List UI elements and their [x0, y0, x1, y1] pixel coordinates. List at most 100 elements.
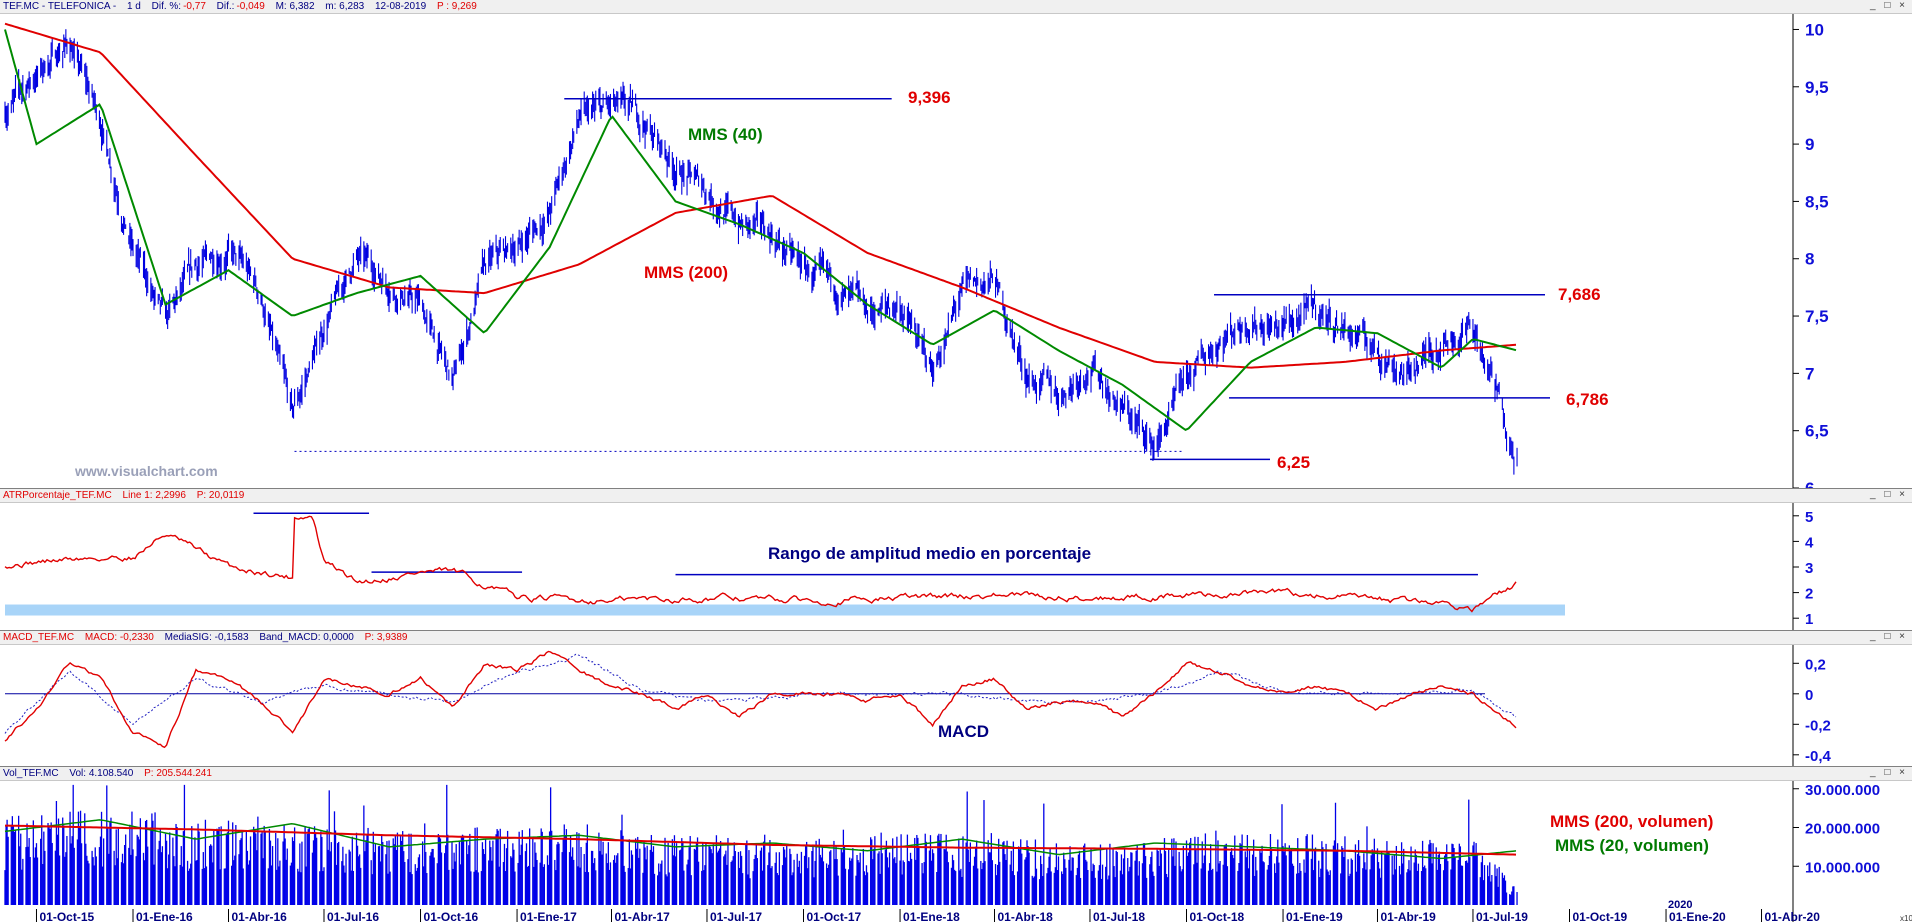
price-panel: TEF.MC - TELEFONICA - 1 d Dif. %: -0,77 D… [0, 0, 1912, 488]
y-tick-label: -0,2 [1805, 717, 1831, 734]
x-tick-label: 01-Oct-16 [424, 910, 479, 922]
dif-value: -0,049 [236, 1, 265, 12]
mms40-line [4, 29, 1517, 432]
macd-header-text: MACD_TEF.MC MACD: -0,2330 MediaSIG: -0,1… [3, 632, 415, 643]
y-tick-label: 0 [1805, 687, 1813, 704]
x-tick-label: 01-Jul-17 [710, 910, 762, 922]
volume-panel: Vol_TEF.MC Vol: 4.108.540 P: 205.544.241… [0, 766, 1912, 922]
macd-title: MACD [938, 722, 989, 741]
x-tick-label: 01-Oct-17 [807, 910, 862, 922]
macd-panel-header: MACD_TEF.MC MACD: -0,2330 MediaSIG: -0,1… [0, 631, 1912, 645]
y-tick-label: 3 [1805, 560, 1813, 577]
macd-band-value: Band_MACD: 0,0000 [259, 632, 354, 643]
mms200-line [4, 22, 1517, 369]
atr-panel-header: ATRPorcentaje_TEF.MC Line 1: 2,2996 P: 2… [0, 489, 1912, 503]
x-tick-label: 01-Ene-17 [520, 910, 577, 922]
macd-line [4, 650, 1517, 749]
y-tick-label: 10 [1805, 20, 1824, 39]
y-tick-label: 2 [1805, 586, 1813, 603]
dif-label: Dif.: [216, 1, 235, 12]
macd-p-value: P: 3,9389 [364, 632, 408, 643]
y-tick-label: 30.000.000 [1805, 782, 1880, 799]
low-level-label: 6,25 [1277, 453, 1310, 472]
macd-panel: MACD_TEF.MC MACD: -0,2330 MediaSIG: -0,1… [0, 630, 1912, 766]
range-top-label: 7,686 [1558, 285, 1601, 304]
y-tick-label: 10.000.000 [1805, 859, 1880, 876]
x-tick-label: 01-Oct-15 [39, 910, 94, 922]
y-tick-label: 9 [1805, 135, 1814, 154]
price-window-controls[interactable]: _ □ × [1870, 0, 1908, 11]
atr-line [4, 515, 1517, 613]
y-tick-label: 4 [1805, 534, 1814, 551]
atr-header-text: ATRPorcentaje_TEF.MC Line 1: 2,2996 P: 2… [3, 490, 252, 501]
price-header-text: TEF.MC - TELEFONICA - 1 d Dif. %: -0,77 D… [3, 1, 485, 12]
atr-window-controls[interactable]: _ □ × [1870, 489, 1908, 500]
y-tick-label: 0,2 [1805, 656, 1826, 673]
x-tick-label: 01-Ene-19 [1286, 910, 1343, 922]
y-tick-label: 9,5 [1805, 78, 1829, 97]
volume-p-value: P: 205.544.241 [144, 768, 212, 779]
macd-signal-line [4, 653, 1517, 734]
y-tick-label: 7 [1805, 364, 1814, 383]
macd-chart: 0,2 0 -0,2 -0,4 MACD [4, 645, 1832, 766]
date-value: 12-08-2019 [375, 1, 427, 12]
macd-value: MACD: -0,2330 [84, 632, 154, 643]
price-panel-header: TEF.MC - TELEFONICA - 1 d Dif. %: -0,77 D… [0, 0, 1912, 14]
x-tick-label: 01-Abr-17 [614, 910, 670, 922]
y-tick-label: 1 [1805, 611, 1813, 628]
y-tick-label: 8,5 [1805, 192, 1829, 211]
max-value: M: 6,382 [275, 1, 315, 12]
high-level-label: 9,396 [908, 88, 951, 107]
y-tick-label: -0,4 [1805, 748, 1832, 765]
x-tick-label: 01-Jul-19 [1476, 910, 1528, 922]
last-value: P : 9,269 [436, 1, 477, 12]
atr-p-value: P: 20,0119 [196, 490, 245, 501]
price-chart: 10 9,5 9 8,5 8 7,5 7 6,5 6 9,396 7,686 6,786 6,25 MMS… [4, 14, 1829, 488]
atr-name: ATRPorcentaje_TEF.MC [3, 490, 112, 501]
x-tick-label: 01-Abr-19 [1380, 910, 1436, 922]
volume-window-controls[interactable]: _ □ × [1870, 767, 1908, 778]
volume-panel-header: Vol_TEF.MC Vol: 4.108.540 P: 205.544.241… [0, 767, 1912, 781]
x-tick-label: 01-Abr-20 [1765, 910, 1821, 922]
y-tick-label: 6,5 [1805, 422, 1829, 441]
x-tick-label: 01-Oct-19 [1573, 910, 1628, 922]
x-tick-label: 01-Jul-16 [327, 910, 379, 922]
atr-title: Rango de amplitud medio en porcentaje [768, 544, 1091, 563]
atr-low-band [5, 604, 1565, 616]
dif-pct-label: Dif. %: [151, 1, 182, 12]
dif-pct-value: -0,77 [183, 1, 206, 12]
year-marker: 2020 [1668, 899, 1692, 911]
x-tick-label: 01-Ene-16 [136, 910, 193, 922]
x-tick-label: 01-Oct-18 [1190, 910, 1245, 922]
range-bottom-label: 6,786 [1566, 390, 1609, 409]
macd-signal-value: MediaSIG: -0,1583 [164, 632, 249, 643]
atr-panel: ATRPorcentaje_TEF.MC Line 1: 2,2996 P: 2… [0, 488, 1912, 630]
volume-mms20-line [4, 819, 1517, 860]
x-tick-label: 01-Ene-20 [1669, 910, 1726, 922]
symbol-label: TEF.MC - TELEFONICA - [3, 1, 117, 12]
volume-header-text: Vol_TEF.MC Vol: 4.108.540 P: 205.544.241 [3, 768, 220, 779]
atr-line-value: Line 1: 2,2996 [122, 490, 186, 501]
volume-mms200-label: MMS (200, volumen) [1550, 812, 1713, 831]
volume-name: Vol_TEF.MC [3, 768, 59, 779]
y-tick-label: 20.000.000 [1805, 821, 1880, 838]
mms40-label: MMS (40) [688, 125, 763, 144]
y-tick-label: 6 [1805, 479, 1814, 488]
mms200-label: MMS (200) [644, 263, 728, 282]
period-label: 1 d [126, 1, 141, 12]
macd-window-controls[interactable]: _ □ × [1870, 631, 1908, 642]
volume-mms200-line [5, 824, 1517, 856]
volume-mms20-label: MMS (20, volumen) [1555, 836, 1709, 855]
volume-value: Vol: 4.108.540 [69, 768, 134, 779]
y-tick-label: 8 [1805, 250, 1814, 269]
watermark: www.visualchart.com [74, 463, 218, 479]
min-value: m: 6,283 [325, 1, 365, 12]
atr-chart: 5 4 3 2 1 Rango de amplitud medio en porcenta… [4, 503, 1814, 630]
y-tick-label: 5 [1805, 509, 1813, 526]
macd-name: MACD_TEF.MC [3, 632, 75, 643]
volume-chart: 30.000.000 20.000.000 10.000.000 MMS (200, … [4, 781, 1912, 922]
x-tick-label: 01-Ene-18 [903, 910, 960, 922]
x-tick-label: 01-Abr-18 [997, 910, 1053, 922]
x-tick-label: 01-Jul-18 [1093, 910, 1145, 922]
corner-label: x10 [1900, 914, 1912, 922]
